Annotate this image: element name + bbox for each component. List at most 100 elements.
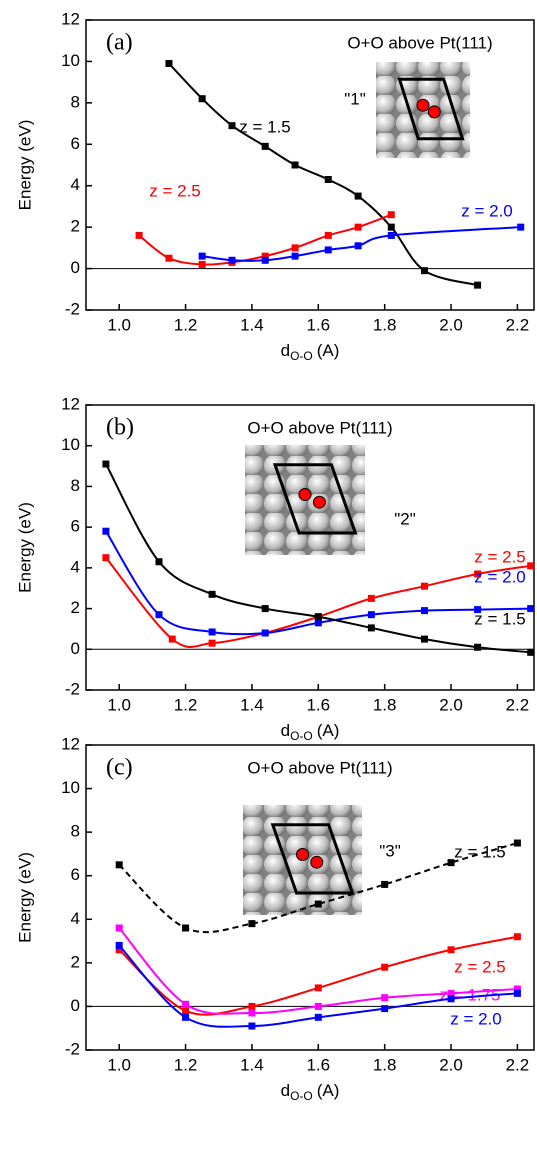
oxygen-atom [296,848,309,861]
data-point [367,611,375,619]
data-point [291,161,299,169]
data-point [354,223,362,231]
data-point [198,252,206,260]
x-tick-label: 1.8 [373,1055,397,1074]
data-point [248,1022,256,1030]
x-tick-label: 2.0 [439,695,463,714]
plot-frame [85,744,535,1051]
data-point [248,920,256,928]
x-tick-label: 1.6 [306,695,330,714]
data-point [102,527,110,535]
unit-cell [270,823,355,895]
y-tick-label: 8 [71,476,80,495]
x-axis-title: dO-O (A) [281,721,340,743]
x-axis-title-sub: O-O [290,349,313,363]
x-axis-title-main: d [281,341,290,360]
x-tick-label: 2.0 [439,1055,463,1074]
y-axis-title: Energy (eV) [15,502,34,593]
site-label: "1" [344,89,366,108]
data-point [513,985,521,993]
y-tick-label: 4 [71,175,80,194]
data-point [155,558,163,566]
data-point [324,231,332,239]
data-point [354,192,362,200]
data-point [198,260,206,268]
data-point [115,941,123,949]
series-line [202,226,521,262]
series-label: z = 1.5 [474,609,526,628]
series-label: z = 1.5 [239,117,291,136]
series-label: z = 2.5 [454,957,506,976]
x-tick-label: 2.2 [506,1055,530,1074]
x-tick-label: 1.2 [174,1055,198,1074]
data-point [314,900,322,908]
data-point [102,460,110,468]
oxygen-atom [312,495,326,509]
data-point [447,946,455,954]
y-tick-label: 6 [71,134,80,153]
data-point [381,1005,389,1013]
y-tick-label: 6 [71,517,80,536]
data-point [474,281,482,289]
x-tick-label: 1.8 [373,695,397,714]
data-point [420,635,428,643]
data-point [527,648,535,656]
plot-frame [85,404,535,691]
x-tick-label: 1.8 [373,315,397,334]
y-tick-label: 0 [71,996,80,1015]
y-axis-title: Energy (eV) [15,852,34,943]
data-point [381,880,389,888]
data-point [208,639,216,647]
oxygen-atom [416,98,430,112]
panel-label: (a) [106,30,133,56]
data-point [447,995,455,1003]
y-tick-label: 2 [71,217,80,236]
data-point [513,933,521,941]
data-point [527,605,535,613]
data-point [115,946,123,954]
data-point [291,252,299,260]
data-point [102,554,110,562]
x-tick-label: 2.0 [439,315,463,334]
data-point [261,256,269,264]
series-label: z = 2.0 [474,567,526,586]
data-point [182,924,190,932]
data-point [248,1009,256,1017]
data-point [381,994,389,1002]
x-axis-title-main: d [281,1081,290,1100]
x-tick-label: 1.0 [107,695,131,714]
data-point [208,590,216,598]
data-point [354,242,362,250]
series-label: z = 2.0 [461,201,513,220]
series-line [105,557,531,648]
data-point [420,582,428,590]
y-tick-label: 12 [61,9,80,28]
x-tick-label: 1.4 [240,695,264,714]
panel-label: (b) [106,415,134,441]
panel-title: O+O above Pt(111) [347,33,492,52]
data-point [420,607,428,615]
data-point [513,989,521,997]
data-point [314,1013,322,1021]
data-point [387,231,395,239]
y-tick-label: 12 [61,734,80,753]
panel-title: O+O above Pt(111) [247,418,392,437]
data-point [420,267,428,275]
data-point [381,963,389,971]
data-point [291,244,299,252]
data-point [513,839,521,847]
oxygen-atom [310,855,324,869]
x-tick-label: 1.6 [306,315,330,334]
unit-cell [272,463,358,535]
data-point [314,619,322,627]
data-point [198,95,206,103]
x-tick-label: 1.4 [240,1055,264,1074]
y-tick-label: 2 [71,952,80,971]
y-tick-label: 10 [61,778,80,797]
y-tick-label: 0 [71,258,80,277]
data-point [261,605,269,613]
x-tick-label: 2.2 [506,315,530,334]
x-tick-label: 1.4 [240,315,264,334]
x-axis-title: dO-O (A) [281,1081,340,1103]
